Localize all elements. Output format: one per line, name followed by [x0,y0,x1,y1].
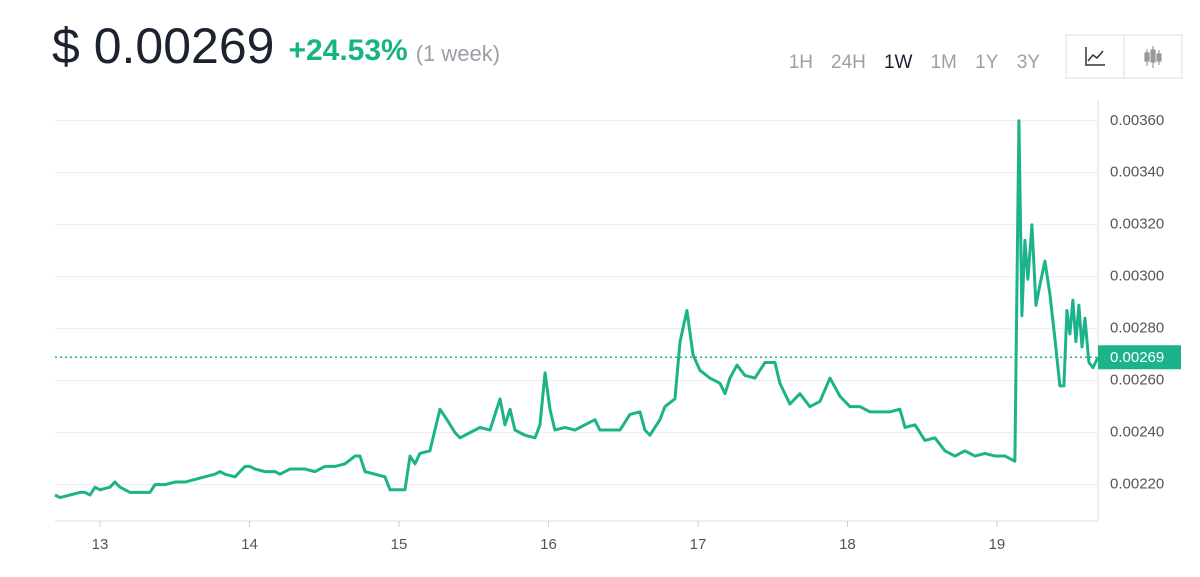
period: (1 week) [416,41,500,66]
candle-chart-icon[interactable] [1144,46,1162,68]
x-tick-label: 18 [839,536,856,553]
y-tick-label: 0.00240 [1110,424,1164,441]
y-tick-label: 0.00340 [1110,164,1164,181]
range-button[interactable]: 3Y [1017,52,1041,73]
line-chart-icon[interactable] [1085,47,1105,66]
x-tick-label: 13 [92,536,109,553]
y-tick-label: 0.00260 [1110,372,1164,389]
range-buttons: 3Y 1Y 1M 1W 24H 1H [789,52,1041,73]
x-tick-label: 16 [540,536,557,553]
range-button[interactable]: 1M [930,52,956,73]
range-button[interactable]: 1Y [975,52,999,73]
x-tick-label: 19 [989,536,1006,553]
y-tick-label: 0.00280 [1110,320,1164,337]
y-tick-label: 0.00300 [1110,268,1164,285]
current-price-label: 0.00269 [1110,349,1164,366]
range-button[interactable]: 24H [831,52,866,73]
price: $ 0.00269 [52,18,274,74]
x-tick-label: 14 [241,536,258,553]
price-line [54,119,1100,500]
range-button[interactable]: 1W [884,52,913,73]
x-tick-label: 17 [690,536,707,553]
y-tick-label: 0.00320 [1110,216,1164,233]
y-tick-label: 0.00220 [1110,476,1164,493]
current-price-badge [1098,345,1181,370]
y-tick-label: 0.00360 [1110,112,1164,129]
change: +24.53% [288,34,407,67]
range-button[interactable]: 1H [789,52,813,73]
x-tick-label: 15 [391,536,408,553]
